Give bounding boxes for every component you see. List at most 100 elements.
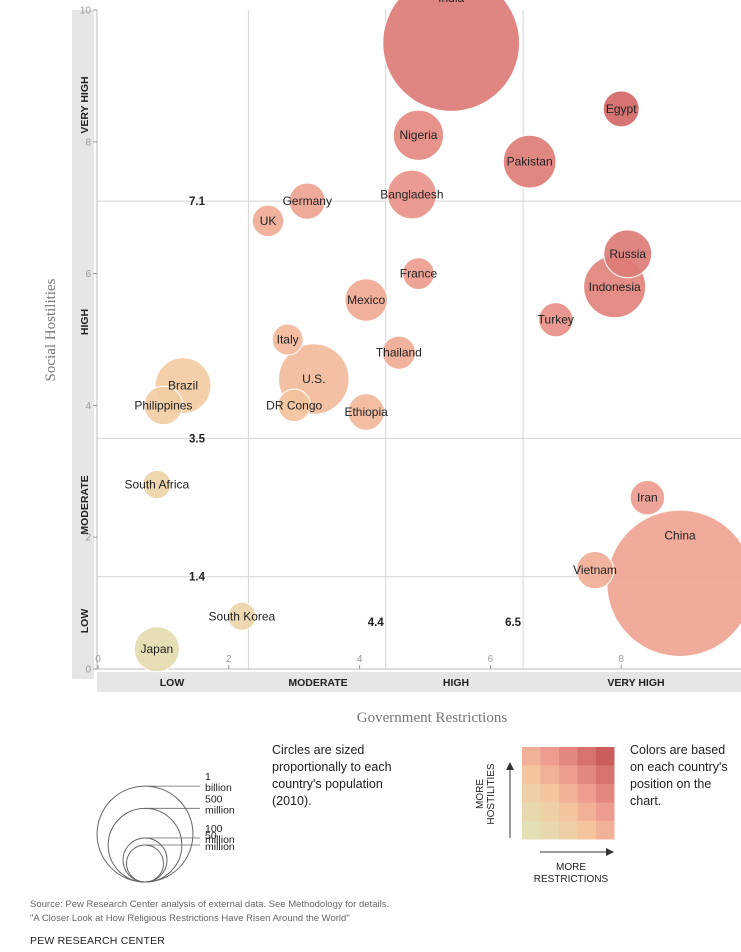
y-threshold-label: 1.4 <box>189 572 206 584</box>
color-legend-cell <box>596 821 615 840</box>
bubble-label: U.S. <box>302 372 325 386</box>
color-legend-cell <box>559 784 578 803</box>
bubble-pakistan <box>502 134 557 189</box>
bubble-label: DR Congo <box>266 398 322 412</box>
y-tick-label: 10 <box>80 6 92 17</box>
bubble-label: Bangladesh <box>380 188 443 202</box>
bubble-label: Italy <box>277 333 299 347</box>
bubble-italy <box>271 323 304 356</box>
bubbles <box>133 0 741 673</box>
arrow-right-icon <box>606 848 614 856</box>
bubble-label: South Africa <box>125 477 190 491</box>
x-axis-title: Government Restrictions <box>357 710 508 726</box>
size-legend-label: million <box>205 841 235 853</box>
color-legend-cell <box>540 821 559 840</box>
color-legend-cell <box>540 802 559 821</box>
size-legend-circle <box>126 844 164 883</box>
bubble-label: Brazil <box>168 379 198 393</box>
bubble-label: Japan <box>141 642 174 656</box>
x-tick-label: 2 <box>226 654 232 665</box>
y-category-label: VERY HIGH <box>79 76 91 133</box>
color-legend-cell <box>540 765 559 784</box>
source-note: Source: Pew Research Center analysis of … <box>30 898 389 926</box>
bubble-label: Vietnam <box>573 563 617 577</box>
bubble-label: Ethiopia <box>344 405 388 419</box>
size-legend-label: million <box>205 834 235 846</box>
bubble-south-africa <box>142 469 172 500</box>
bubble-ethiopia <box>347 393 385 431</box>
bubble-label: Egypt <box>606 102 637 116</box>
bubble-uk <box>251 204 285 238</box>
arrow-up-icon <box>506 762 514 770</box>
size-legend-circle <box>96 785 194 883</box>
color-legend-cell <box>596 784 615 803</box>
size-legend-label: 1 <box>205 771 211 783</box>
x-category-label: LOW <box>160 677 185 689</box>
color-legend-y-label: MORE <box>475 779 486 809</box>
y-tick-label: 6 <box>85 269 91 280</box>
y-category-band <box>72 10 94 679</box>
bubble-india <box>382 0 521 112</box>
color-legend-note: Colors are based on each country's posit… <box>630 743 728 808</box>
x-tick-label: 4 <box>357 654 363 665</box>
bubble-label: France <box>400 267 438 281</box>
y-axis-title: Social Hostilities <box>43 278 59 381</box>
y-category-label: HIGH <box>79 309 91 335</box>
bubble-label: UK <box>260 214 277 228</box>
bubble-iran <box>629 479 666 516</box>
bubble-turkey <box>538 302 574 338</box>
color-legend-cell <box>596 747 615 766</box>
size-legend-note: Circles are sized proportionally to each… <box>272 743 392 808</box>
color-legend-cell <box>577 821 596 840</box>
size-legend-label: billion <box>205 782 232 794</box>
size-legend-label: 50 <box>205 830 217 842</box>
x-tick-label: 0 <box>95 654 101 665</box>
bubble-mexico <box>344 278 388 322</box>
x-threshold-label: 6.5 <box>505 617 522 629</box>
bubble-label: Turkey <box>538 313 574 327</box>
color-legend-cell <box>596 802 615 821</box>
color-legend-cell <box>577 784 596 803</box>
bubble-russia <box>603 229 653 279</box>
bubble-japan <box>133 626 180 673</box>
bubble-label: Indonesia <box>589 280 641 294</box>
color-legend-cell <box>559 821 578 840</box>
y-threshold-label: 3.5 <box>189 433 206 445</box>
color-legend-cell <box>540 747 559 766</box>
bubble-south-korea <box>227 601 257 631</box>
size-legend-label: 100 <box>205 823 223 835</box>
bubble-label: Philippines <box>134 398 192 412</box>
color-legend-cell <box>596 765 615 784</box>
y-tick-label: 2 <box>85 533 91 544</box>
y-category-label: MODERATE <box>79 475 91 534</box>
bubble-nigeria <box>392 109 445 161</box>
bubble-label: India <box>438 0 464 5</box>
legend: 1billion500million100million50millionMOR… <box>96 747 615 885</box>
bubble-philippines <box>143 385 184 426</box>
x-tick-label: 8 <box>618 654 624 665</box>
bubble-label: South Korea <box>209 609 276 623</box>
color-legend-cell <box>577 765 596 784</box>
x-category-label: HIGH <box>443 677 469 689</box>
color-legend-y-label: HOSTILITIES <box>486 763 497 824</box>
bubble-label: Pakistan <box>507 155 553 169</box>
color-legend-cell <box>522 821 541 840</box>
x-threshold-label: 4.4 <box>368 617 385 629</box>
bubble-label: Thailand <box>376 346 422 360</box>
y-tick-label: 4 <box>85 401 91 412</box>
source-line-1: Source: Pew Research Center analysis of … <box>30 899 390 910</box>
color-legend-cell <box>540 784 559 803</box>
bubble-label: Germany <box>283 194 332 208</box>
bubble-egypt <box>602 90 640 128</box>
bubble-label: Mexico <box>347 293 385 307</box>
color-legend-cell <box>577 747 596 766</box>
y-threshold-label: 7.1 <box>189 196 206 208</box>
bubble-label: Nigeria <box>399 128 437 142</box>
color-legend-cell <box>559 747 578 766</box>
axes: 0 2 4 6 8 10 0 2 4 6 8 1.4 3.5 7.1 4.4 6.5 LOW MODERATE HI… <box>43 6 741 726</box>
source-line-2: "A Closer Look at How Religious Restrict… <box>30 913 350 924</box>
color-legend-cell <box>522 747 541 766</box>
y-category-label: LOW <box>79 609 91 634</box>
bubble-vietnam <box>575 550 615 590</box>
